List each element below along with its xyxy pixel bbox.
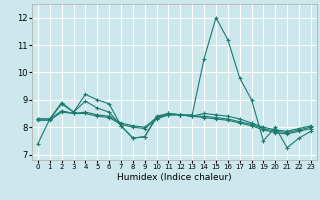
X-axis label: Humidex (Indice chaleur): Humidex (Indice chaleur) [117,173,232,182]
